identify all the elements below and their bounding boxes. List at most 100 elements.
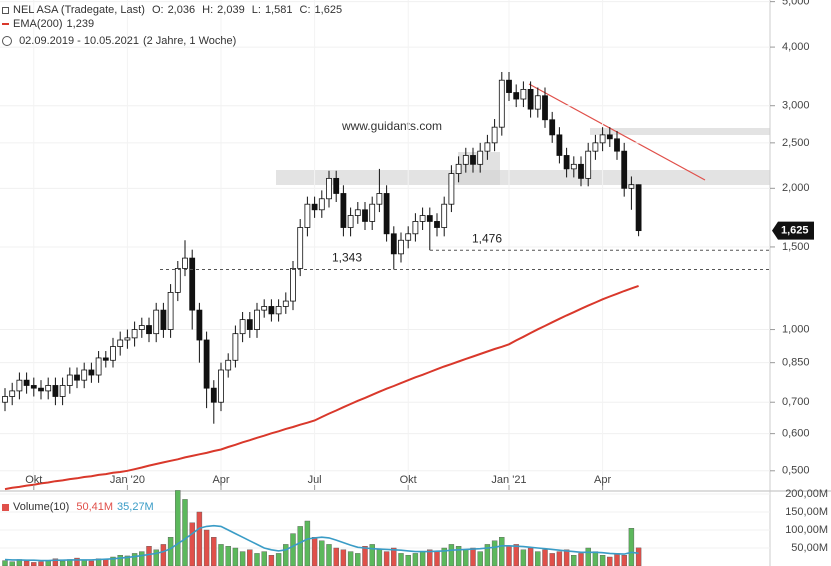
- candle-body: [290, 268, 296, 302]
- candle-body: [88, 369, 95, 376]
- volume-bar: [211, 537, 217, 566]
- x-tick-label: Jul: [308, 474, 322, 486]
- volume-bar: [275, 553, 282, 566]
- candle-body: [498, 79, 505, 128]
- candle-body: [347, 215, 354, 228]
- candle-body: [383, 193, 390, 235]
- candle-body: [592, 142, 599, 152]
- volume-bar: [59, 560, 66, 566]
- x-tick-label: Okt: [400, 474, 417, 486]
- volume-bar: [362, 546, 368, 566]
- volume-bar: [283, 544, 289, 566]
- volume-bar: [326, 544, 332, 566]
- candle-body: [491, 126, 498, 144]
- candle-body: [203, 339, 210, 389]
- volume-bar: [621, 555, 627, 566]
- volume-bar: [419, 551, 426, 566]
- volume-bar: [225, 546, 231, 566]
- volume-bar: [167, 537, 174, 566]
- volume-bar: [563, 549, 570, 566]
- candle-body: [635, 184, 642, 232]
- candle-body: [239, 319, 246, 335]
- volume-bar: [347, 551, 354, 566]
- candle-body: [246, 319, 253, 330]
- candle-body: [182, 257, 188, 269]
- y-tick-label: 0,600: [782, 428, 810, 440]
- volume-bar: [340, 549, 347, 566]
- y-tick-label: 5,000: [782, 0, 810, 8]
- candle-body: [513, 92, 520, 100]
- candle-body: [232, 333, 239, 361]
- candle-body: [362, 209, 368, 222]
- candle-body: [304, 203, 311, 228]
- y-tick-label: 0,500: [782, 465, 810, 477]
- candle-body: [275, 306, 282, 315]
- x-tick-label: Apr: [594, 474, 611, 486]
- volume-bar: [74, 557, 80, 566]
- volume-bar: [556, 551, 563, 566]
- volume-bar: [506, 546, 512, 566]
- volume-bar: [232, 547, 239, 566]
- candle-body: [196, 309, 203, 341]
- volume-bar: [103, 559, 109, 566]
- volume-bar: [578, 553, 584, 566]
- legend-value: 50,41M: [76, 501, 114, 513]
- volume-bar: [499, 537, 505, 566]
- volume-bar: [513, 544, 519, 566]
- volume-bar: [239, 551, 246, 566]
- volume-bar: [23, 560, 30, 566]
- volume-bar: [254, 553, 260, 566]
- candle-body: [369, 203, 376, 222]
- volume-bar: [203, 529, 210, 566]
- candle-body: [174, 268, 181, 293]
- ohlc-value: 2,039: [217, 4, 245, 16]
- volume-bar: [268, 555, 275, 566]
- resistance-zone: [276, 170, 770, 185]
- volume-bar: [290, 533, 296, 566]
- volume-bar: [81, 560, 87, 566]
- candle-body: [268, 306, 275, 315]
- y-tick-label: 4,000: [782, 41, 810, 53]
- x-tick-label: Jan '20: [110, 474, 145, 486]
- candle-body: [9, 390, 16, 397]
- candle-body: [333, 177, 340, 194]
- candle-body: [95, 357, 102, 376]
- ohlc-key: L:: [251, 4, 261, 16]
- candle-body: [45, 385, 52, 392]
- level-label: 1,343: [332, 251, 362, 265]
- volume-bar: [599, 555, 606, 566]
- volume-bar: [247, 549, 253, 566]
- ema-line: [4, 284, 639, 491]
- candle-body: [412, 221, 419, 235]
- volume-bar: [110, 556, 116, 566]
- candle-body: [210, 387, 217, 403]
- volume-bar: [319, 540, 325, 566]
- candle-body: [261, 306, 268, 311]
- candle-body: [131, 329, 138, 339]
- candle-body: [534, 95, 541, 110]
- volume-bar: [196, 511, 203, 566]
- volume-bar: [139, 551, 145, 566]
- candle-body: [599, 134, 606, 144]
- ohlc-value: 2,036: [167, 4, 196, 16]
- volume-bar: [261, 551, 267, 566]
- volume-bar: [614, 553, 620, 566]
- legend-icon: [2, 503, 9, 511]
- volume-bar: [455, 546, 462, 566]
- clock-icon: [2, 36, 12, 47]
- volume-bar: [448, 544, 455, 566]
- volume-bar: [527, 547, 534, 566]
- volume-bar: [333, 547, 339, 566]
- marks: [2, 71, 642, 566]
- candle-body: [16, 379, 23, 392]
- candle-body: [549, 119, 556, 136]
- x-tick-label: Apr: [212, 474, 229, 486]
- volume-bar: [484, 544, 491, 566]
- volume-ma-line: [4, 524, 639, 562]
- volume-bar: [369, 544, 375, 566]
- candle-body: [606, 134, 613, 140]
- volume-bar: [607, 556, 613, 566]
- legend-main: NEL ASA (Tradegate, Last) O: 2,036 H: 2,03…: [2, 3, 346, 17]
- legend-value: 1,239: [66, 18, 95, 30]
